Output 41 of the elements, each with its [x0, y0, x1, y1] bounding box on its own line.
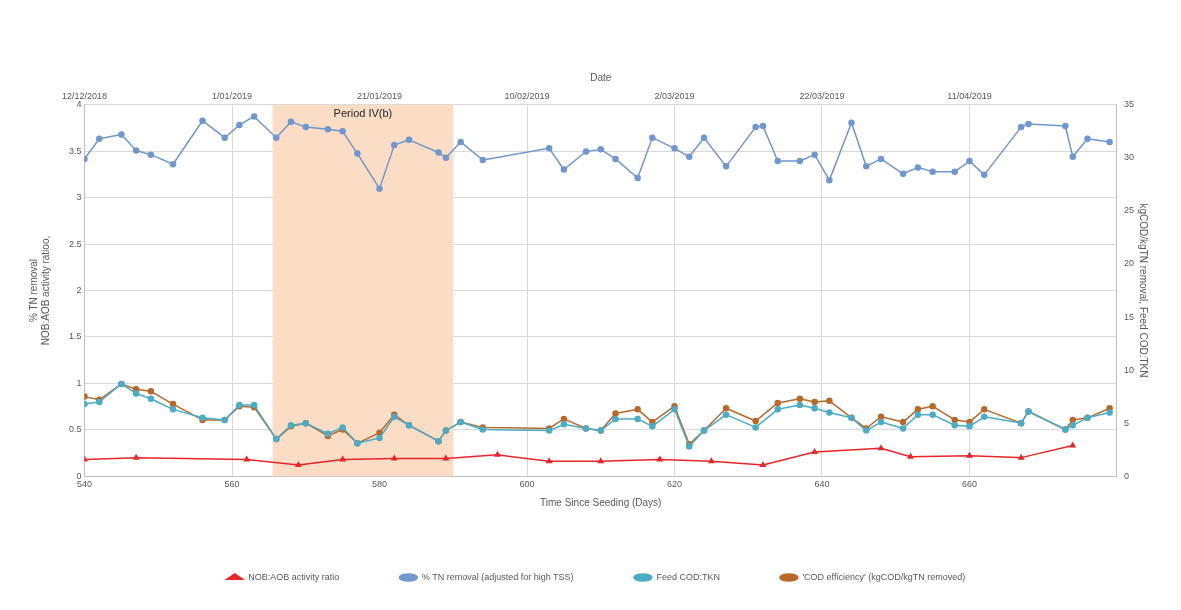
- y2-tick-label: 35: [1123, 99, 1134, 110]
- legend-label: % TN removal (adjusted for high TSS): [421, 571, 574, 582]
- x-tick-label: 540: [77, 479, 93, 490]
- x-tick-label: 560: [224, 479, 240, 490]
- y2-tick-label: 15: [1123, 311, 1134, 322]
- x2-tick-label: 10/02/2019: [504, 90, 550, 101]
- x-tick-label: 660: [961, 479, 978, 490]
- y-tick-label: 0: [76, 470, 82, 481]
- y2-tick-label: 10: [1123, 364, 1134, 375]
- band-label: Period IV(b): [333, 106, 393, 119]
- y2-axis-title: kgCOD/kgTN removal, Feed COD:TKN: [1138, 203, 1150, 378]
- x2-tick-label: 2/03/2019: [654, 90, 695, 101]
- y2-tick-label: 20: [1123, 258, 1134, 269]
- x-tick-label: 620: [666, 479, 683, 490]
- x2-tick-label: 21/01/2019: [356, 90, 403, 101]
- y-tick-label: 1: [76, 377, 82, 388]
- y-tick-label: 4: [76, 99, 82, 110]
- x2-axis-title: Date: [590, 71, 612, 83]
- legend-label: Feed COD:TKN: [656, 571, 720, 582]
- x2-tick-label: 1/01/2019: [211, 90, 253, 101]
- x2-tick-label: 12/12/2018: [61, 90, 108, 101]
- text: % TN removal: [27, 258, 39, 323]
- y2-tick-label: 5: [1123, 417, 1129, 428]
- x2-tick-label: 22/03/2019: [799, 90, 845, 101]
- y2-tick-label: 0: [1123, 470, 1129, 481]
- x2-tick-label: 11/04/2019: [947, 90, 992, 101]
- x-tick-label: 600: [519, 479, 535, 490]
- y-tick-label: 3: [76, 192, 82, 203]
- text: NOB:AOB activity ratioo,: [39, 235, 51, 346]
- y-tick-label: 3.5: [69, 145, 82, 156]
- y2-tick-label: 25: [1123, 205, 1134, 216]
- x-tick-label: 640: [814, 479, 830, 490]
- y-tick-label: 2: [76, 284, 82, 295]
- legend-label: 'COD efficiency' (kgCOD/kgTN removed): [802, 571, 966, 582]
- y-tick-label: 0.5: [69, 424, 82, 435]
- y-tick-label: 1.5: [69, 331, 82, 342]
- legend-label: NOB:AOB activity ratio: [248, 571, 340, 582]
- x-tick-label: 580: [371, 479, 388, 490]
- y-tick-label: 2.5: [69, 238, 82, 249]
- y2-tick-label: 30: [1123, 152, 1134, 163]
- x-axis-title: Time Since Seeding (Days): [540, 496, 662, 508]
